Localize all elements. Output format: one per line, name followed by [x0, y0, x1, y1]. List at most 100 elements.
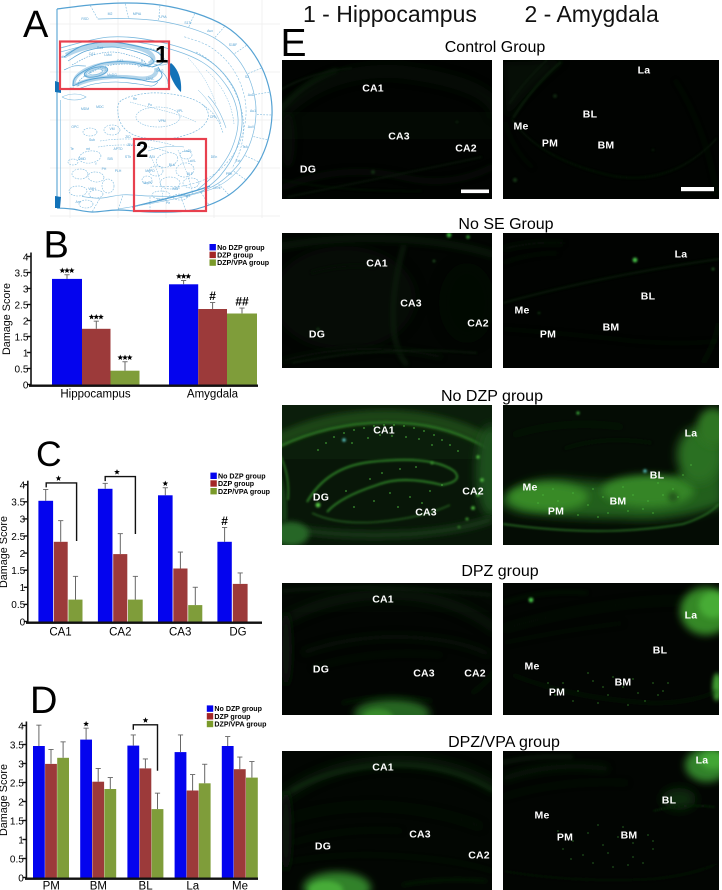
svg-text:2: 2	[20, 549, 26, 560]
svg-text:3: 3	[20, 515, 26, 526]
svg-text:MPtA: MPtA	[133, 12, 142, 16]
svg-text:DZP group: DZP group	[218, 480, 255, 488]
svg-text:MDC: MDC	[96, 105, 104, 109]
svg-text:1: 1	[18, 835, 24, 846]
svg-text:MePV: MePV	[143, 181, 153, 185]
svg-text:PH: PH	[102, 167, 107, 171]
svg-text:3.5: 3.5	[10, 740, 24, 751]
svg-text:PRh: PRh	[226, 172, 233, 176]
svg-text:CA3: CA3	[169, 627, 191, 639]
svg-text:LMol: LMol	[104, 53, 112, 57]
svg-text:#: #	[209, 289, 216, 303]
svg-text:S2: S2	[245, 75, 249, 79]
svg-text:4: 4	[18, 721, 24, 732]
svg-text:Te: Te	[70, 147, 74, 151]
svg-text:DMD: DMD	[78, 157, 86, 161]
svg-text:1: 1	[20, 583, 26, 594]
svg-text:Amygdala: Amygdala	[187, 389, 239, 401]
svg-text:TeA: TeA	[242, 145, 249, 149]
svg-text:APTD: APTD	[113, 147, 123, 151]
svg-text:ZIV: ZIV	[127, 143, 133, 147]
svg-text:CA3: CA3	[117, 59, 124, 63]
svg-text:PM: PM	[43, 881, 60, 890]
svg-text:Damage Score: Damage Score	[1, 283, 13, 355]
svg-text:1.5: 1.5	[14, 332, 28, 343]
svg-text:Sub: Sub	[89, 138, 95, 142]
svg-text:DZP/VPA group: DZP/VPA group	[218, 488, 271, 496]
svg-text:S1Tr: S1Tr	[184, 21, 192, 25]
svg-text:RSD: RSD	[81, 17, 89, 21]
svg-text:LDVL: LDVL	[146, 77, 155, 81]
svg-text:2.5: 2.5	[14, 300, 28, 311]
svg-text:1: 1	[155, 42, 168, 69]
svg-text:fi: fi	[141, 59, 143, 63]
svg-text:La: La	[186, 881, 199, 890]
svg-text:Re: Re	[133, 97, 137, 101]
svg-text:Me: Me	[232, 881, 248, 890]
svg-text:Arc: Arc	[75, 200, 80, 204]
svg-text:0.5: 0.5	[14, 364, 28, 375]
svg-text:DLG: DLG	[157, 69, 164, 73]
svg-text:VPL: VPL	[177, 109, 184, 113]
svg-text:C: C	[36, 434, 62, 474]
svg-text:BMP: BMP	[172, 187, 180, 191]
svg-text:4: 4	[23, 252, 29, 263]
svg-text:2: 2	[18, 797, 24, 808]
svg-text:DZP group: DZP group	[217, 252, 254, 260]
svg-text:Po: Po	[148, 103, 152, 107]
svg-text:Pir: Pir	[166, 201, 171, 205]
svg-text:dhc: dhc	[61, 55, 67, 59]
svg-text:0.5: 0.5	[11, 600, 25, 611]
svg-text:Hippocampus: Hippocampus	[60, 389, 131, 401]
svg-text:2: 2	[23, 316, 29, 327]
svg-text:3: 3	[18, 759, 24, 770]
svg-text:1: 1	[23, 348, 29, 359]
svg-text:BM: BM	[90, 881, 107, 890]
svg-text:DZP group: DZP group	[214, 713, 251, 721]
svg-text:VMH: VMH	[88, 187, 96, 191]
svg-text:DZP/VPA group: DZP/VPA group	[214, 721, 267, 729]
svg-text:0.5: 0.5	[10, 854, 24, 865]
svg-text:3.5: 3.5	[11, 498, 25, 509]
svg-text:0: 0	[18, 873, 24, 884]
svg-text:LaDL: LaDL	[184, 149, 192, 153]
svg-text:No DZP group: No DZP group	[218, 472, 266, 480]
svg-text:VM: VM	[109, 127, 114, 131]
svg-text:4: 4	[20, 481, 26, 492]
svg-text:AuV: AuV	[248, 125, 255, 129]
svg-text:Rad: Rad	[97, 46, 103, 50]
svg-text:opt: opt	[186, 194, 191, 198]
svg-text:MDM: MDM	[81, 107, 89, 111]
svg-text:VPM: VPM	[158, 119, 166, 123]
svg-text:##: ##	[235, 295, 249, 309]
svg-text:2: 2	[136, 137, 148, 162]
svg-text:CPu: CPu	[210, 115, 217, 119]
svg-text:LEnt: LEnt	[214, 186, 221, 190]
svg-text:M2: M2	[108, 12, 113, 16]
svg-text:Aux: Aux	[207, 29, 213, 33]
svg-text:#: #	[221, 514, 228, 528]
svg-text:BLP: BLP	[187, 172, 194, 176]
svg-text:DEn: DEn	[211, 155, 218, 159]
svg-text:3: 3	[23, 284, 29, 295]
svg-text:CA1: CA1	[89, 52, 96, 56]
svg-text:0: 0	[23, 380, 29, 391]
svg-text:A: A	[23, 4, 49, 46]
svg-text:Damage Score: Damage Score	[0, 516, 10, 588]
svg-text:OPC: OPC	[71, 125, 79, 129]
svg-text:2.5: 2.5	[11, 532, 25, 543]
svg-text:Damage Score: Damage Score	[0, 764, 10, 836]
svg-text:MoDG: MoDG	[107, 73, 117, 77]
svg-text:B: B	[44, 225, 69, 267]
svg-text:No DZP group: No DZP group	[214, 705, 262, 713]
svg-text:3.5: 3.5	[14, 268, 28, 279]
svg-text:ZID: ZID	[125, 135, 131, 139]
svg-text:CA2: CA2	[109, 627, 131, 639]
svg-text:DG: DG	[101, 68, 106, 72]
svg-text:1.5: 1.5	[11, 566, 25, 577]
svg-text:STh: STh	[125, 155, 131, 159]
svg-text:Au1: Au1	[250, 109, 256, 113]
svg-text:Ect: Ect	[236, 159, 241, 163]
svg-text:S1BF: S1BF	[229, 43, 237, 47]
svg-text:LaVL: LaVL	[188, 159, 196, 163]
